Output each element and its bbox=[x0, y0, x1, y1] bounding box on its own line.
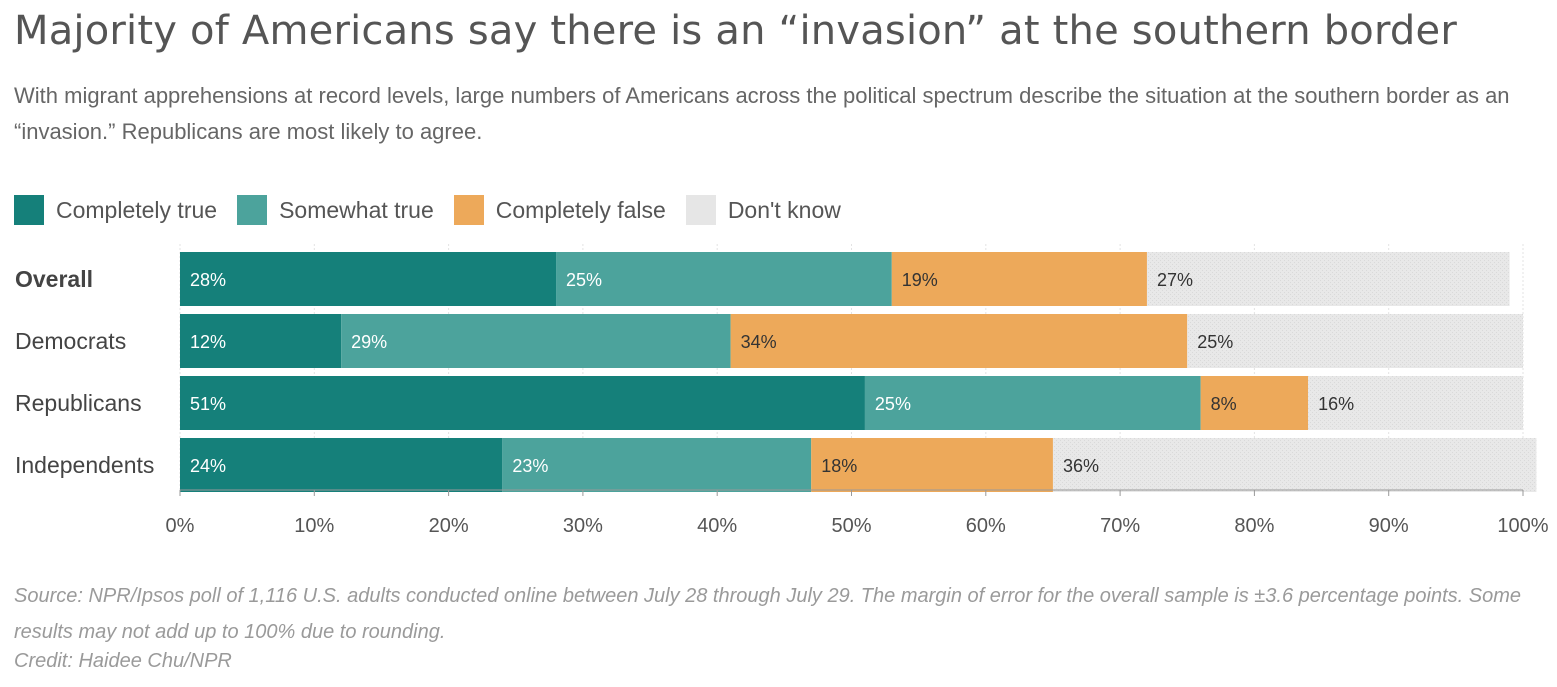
bar-segment bbox=[180, 252, 557, 306]
legend-swatch-dont-know bbox=[685, 195, 716, 225]
x-tick-label: 20% bbox=[429, 515, 469, 537]
x-tick-label: 100% bbox=[1497, 515, 1548, 537]
data-label: 29% bbox=[351, 332, 387, 352]
bar-segment bbox=[1146, 252, 1510, 306]
stacked-bar-chart: Overall 28% 25% 19% 27% Democrats 12% 29% 34% 25%… bbox=[15, 244, 1549, 537]
category-label: Independents bbox=[15, 452, 154, 478]
x-tick-label: 60% bbox=[966, 515, 1006, 537]
legend-swatch-somewhat-true bbox=[237, 195, 268, 225]
x-tick-label: 30% bbox=[563, 515, 603, 537]
data-label: 51% bbox=[190, 394, 226, 414]
chart-source-note: Source: NPR/Ipsos poll of 1,116 U.S. adu… bbox=[14, 585, 1521, 643]
legend-label: Completely true bbox=[56, 196, 218, 223]
data-label: 25% bbox=[875, 394, 911, 414]
data-label: 24% bbox=[190, 456, 226, 476]
x-tick-label: 10% bbox=[294, 515, 334, 537]
legend-swatch-completely-true bbox=[14, 195, 44, 225]
bar-segment bbox=[180, 438, 503, 492]
legend-label: Somewhat true bbox=[279, 196, 434, 223]
x-tick-label: 40% bbox=[697, 515, 737, 537]
x-tick-label: 90% bbox=[1369, 515, 1409, 537]
bar-segment bbox=[556, 252, 892, 306]
legend-label: Don't know bbox=[727, 196, 841, 223]
data-label: 23% bbox=[512, 456, 548, 476]
data-label: 36% bbox=[1063, 456, 1099, 476]
data-label: 25% bbox=[1197, 332, 1233, 352]
data-label: 18% bbox=[821, 456, 857, 476]
data-label: 8% bbox=[1211, 394, 1237, 414]
category-label: Democrats bbox=[15, 328, 126, 354]
data-label: 19% bbox=[902, 270, 938, 290]
x-tick-label: 70% bbox=[1100, 515, 1140, 537]
chart-subtitle: With migrant apprehensions at record lev… bbox=[14, 83, 1510, 144]
bar-segment bbox=[730, 314, 1188, 368]
bar-segment bbox=[180, 314, 342, 368]
data-label: 25% bbox=[566, 270, 602, 290]
bar-segment bbox=[180, 376, 865, 430]
legend: Completely true Somewhat true Completely… bbox=[14, 194, 861, 226]
data-label: 34% bbox=[741, 332, 777, 352]
legend-item-somewhat-true: Somewhat true bbox=[237, 195, 434, 225]
bar-segment bbox=[891, 252, 1147, 306]
bar-segment bbox=[1200, 376, 1309, 430]
data-label: 16% bbox=[1318, 394, 1354, 414]
bar-segment bbox=[1052, 438, 1537, 492]
legend-item-completely-false: Completely false bbox=[453, 195, 666, 225]
bar-segment bbox=[502, 438, 812, 492]
bar-segment bbox=[1308, 376, 1523, 430]
category-label: Republicans bbox=[15, 390, 142, 416]
bar-segment bbox=[864, 376, 1201, 430]
chart-title: Majority of Americans say there is an “i… bbox=[14, 8, 1457, 54]
x-tick-label: 50% bbox=[831, 515, 871, 537]
x-tick-label: 0% bbox=[166, 515, 195, 537]
data-label: 27% bbox=[1157, 270, 1193, 290]
legend-item-dont-know: Don't know bbox=[685, 195, 841, 225]
category-label: Overall bbox=[15, 266, 93, 292]
chart-credit: Credit: Haidee Chu/NPR bbox=[14, 650, 232, 672]
bar-segment bbox=[811, 438, 1053, 492]
data-label: 12% bbox=[190, 332, 226, 352]
legend-label: Completely false bbox=[495, 196, 666, 223]
legend-item-completely-true: Completely true bbox=[14, 195, 217, 225]
legend-swatch-completely-false bbox=[453, 195, 484, 225]
bar-segment bbox=[1187, 314, 1523, 368]
bar-segment bbox=[341, 314, 731, 368]
data-label: 28% bbox=[190, 270, 226, 290]
x-tick-label: 80% bbox=[1234, 515, 1274, 537]
